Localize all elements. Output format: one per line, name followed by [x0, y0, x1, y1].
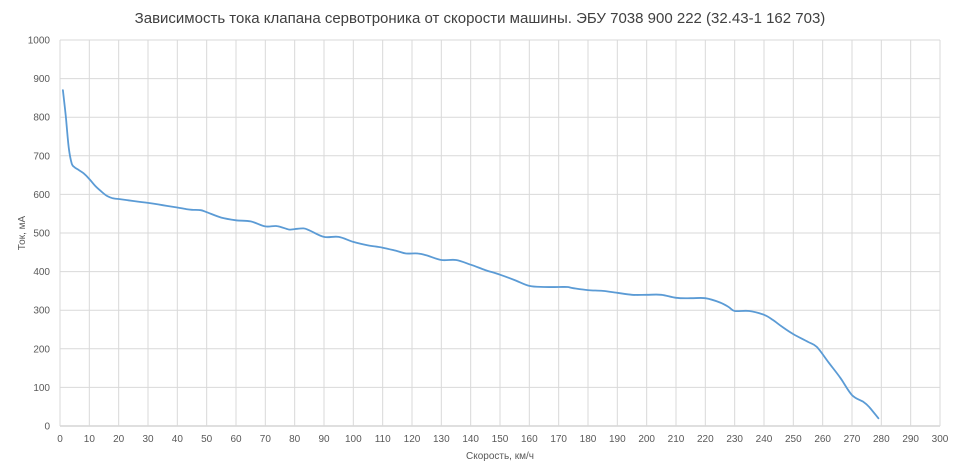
x-tick-label: 30: [142, 434, 154, 445]
y-axis-label: Ток, мА: [17, 215, 28, 250]
x-tick-label: 290: [902, 434, 919, 445]
x-tick-label: 40: [172, 434, 184, 445]
x-tick-label: 230: [726, 434, 743, 445]
x-tick-label: 70: [260, 434, 272, 445]
x-tick-label: 80: [289, 434, 301, 445]
x-tick-label: 210: [668, 434, 685, 445]
x-tick-label: 220: [697, 434, 714, 445]
x-tick-label: 170: [550, 434, 567, 445]
x-axis-label: Скорость, км/ч: [466, 451, 534, 462]
x-tick-label: 160: [521, 434, 538, 445]
x-tick-labels: 0 10 20 30 40 50 60 70 80 90 100 110 120 130 140 150 160…: [57, 434, 949, 445]
series-line: [62, 89, 880, 420]
x-tick-label: 180: [580, 434, 597, 445]
x-tick-label: 260: [814, 434, 831, 445]
y-tick-label: 400: [33, 267, 50, 278]
x-tick-label: 280: [873, 434, 890, 445]
y-tick-label: 300: [33, 306, 50, 317]
y-tick-label: 700: [33, 151, 50, 162]
y-tick-label: 800: [33, 113, 50, 124]
y-tick-label: 600: [33, 190, 50, 201]
y-tick-label: 0: [44, 422, 50, 433]
x-tick-label: 120: [404, 434, 421, 445]
x-tick-label: 140: [462, 434, 479, 445]
x-tick-label: 0: [57, 434, 63, 445]
y-tick-label: 100: [33, 383, 50, 394]
x-tick-label: 50: [201, 434, 213, 445]
x-tick-label: 250: [785, 434, 802, 445]
y-tick-label: 900: [33, 74, 50, 85]
x-tick-label: 300: [932, 434, 949, 445]
x-tick-label: 150: [492, 434, 509, 445]
y-tick-label: 1000: [28, 36, 51, 47]
x-tick-label: 90: [318, 434, 330, 445]
chart-title: Зависимость тока клапана сервотроника от…: [134, 10, 826, 27]
x-tick-label: 100: [345, 434, 362, 445]
x-tick-label: 10: [84, 434, 96, 445]
y-tick-label: 500: [33, 229, 50, 240]
y-tick-label: 200: [33, 344, 50, 355]
x-tick-label: 190: [609, 434, 626, 445]
x-tick-label: 60: [230, 434, 242, 445]
x-tick-label: 20: [113, 434, 125, 445]
series-group: [62, 89, 880, 420]
grid-lines: [59, 39, 941, 427]
x-tick-label: 270: [844, 434, 861, 445]
y-tick-labels: 0 100 200 300 400 500 600 700 800 900 1000: [28, 36, 51, 433]
x-tick-label: 240: [756, 434, 773, 445]
x-tick-label: 130: [433, 434, 450, 445]
x-tick-label: 200: [638, 434, 655, 445]
x-tick-label: 110: [375, 434, 391, 445]
